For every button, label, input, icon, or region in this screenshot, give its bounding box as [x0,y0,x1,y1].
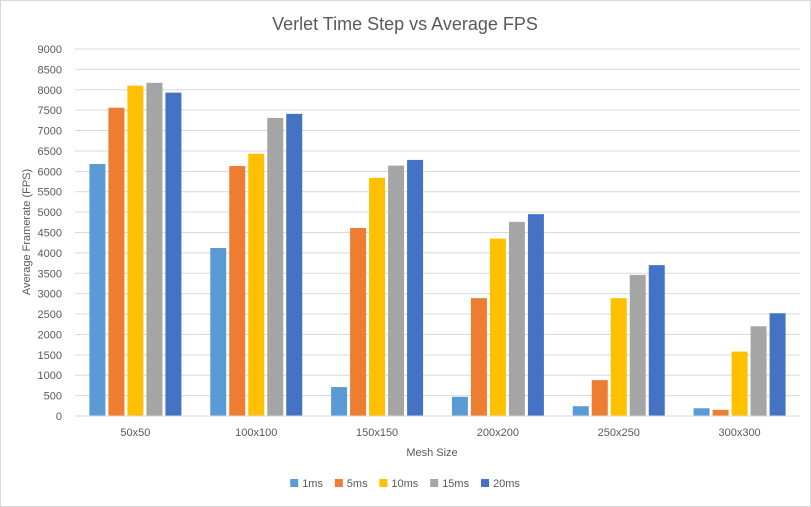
x-tick-label: 100x100 [235,427,277,439]
bar-20ms-50x50 [165,92,182,416]
x-tick-label: 50x50 [120,427,150,439]
bar-20ms-200x200 [527,214,544,416]
y-tick-label: 4500 [38,228,62,240]
y-tick-label: 8500 [38,64,62,76]
gridlines [75,48,800,397]
bar-5ms-50x50 [108,107,125,416]
bar-15ms-100x100 [267,117,284,417]
bar-15ms-50x50 [146,82,163,417]
legend-label-5ms: 5ms [347,478,368,490]
y-tick-label: 2500 [38,309,62,321]
bar-10ms-150x150 [369,177,386,416]
x-tick-label: 300x300 [718,427,760,439]
y-tick-label: 1500 [38,350,62,362]
y-tick-label: 6000 [38,166,62,178]
legend-label-15ms: 15ms [442,478,469,490]
x-tick-label: 250x250 [598,427,640,439]
bars [89,82,786,417]
y-tick-label: 3500 [38,268,62,280]
bar-15ms-150x150 [388,165,405,416]
legend-label-1ms: 1ms [302,478,323,490]
bar-1ms-50x50 [89,163,106,416]
y-tick-label: 9000 [38,44,62,56]
legend-label-20ms: 20ms [493,478,520,490]
legend-swatch-20ms [481,479,489,487]
bar-15ms-300x300 [750,326,767,416]
bar-20ms-150x150 [407,159,424,416]
legend-swatch-5ms [334,479,343,487]
bar-15ms-200x200 [508,221,525,416]
y-tick-label: 7000 [38,126,62,138]
bar-10ms-300x300 [731,351,748,416]
y-tick-label: 6500 [38,146,62,158]
legend: 1ms 5ms 10ms 15ms 20ms [290,478,520,490]
y-axis-ticks: 0 500 1000 1500 2000 2500 3000 3500 4000 4500 5000… [38,44,62,423]
x-axis-title: Mesh Size [406,447,457,459]
y-tick-label: 2000 [38,329,62,341]
x-axis-ticks: 50x50 100x100 150x150 200x200 250x250 300x300 [120,427,760,439]
x-tick-label: 200x200 [477,427,519,439]
bar-1ms-300x300 [693,408,710,416]
bar-5ms-100x100 [229,166,246,416]
bar-5ms-150x150 [350,228,367,416]
bar-15ms-250x250 [629,274,646,416]
bar-5ms-250x250 [591,380,608,416]
bar-5ms-300x300 [712,409,729,416]
legend-swatch-1ms [290,479,299,487]
legend-swatch-15ms [430,479,439,487]
bar-5ms-200x200 [470,298,487,416]
bar-1ms-200x200 [451,396,468,416]
x-tick-label: 150x150 [356,427,398,439]
bar-10ms-250x250 [610,298,627,416]
y-tick-label: 4000 [38,248,62,260]
y-tick-label: 500 [44,391,62,403]
y-tick-label: 7500 [38,105,62,117]
y-tick-label: 5000 [38,207,62,219]
y-tick-label: 1000 [38,370,62,382]
chart-title: Verlet Time Step vs Average FPS [272,14,538,34]
bar-10ms-100x100 [248,153,265,416]
bar-10ms-50x50 [127,85,144,416]
legend-swatch-10ms [379,479,388,487]
y-axis-title: Average Framerate (FPS) [21,169,33,295]
legend-label-10ms: 10ms [391,478,418,490]
y-tick-label: 0 [56,411,62,423]
bar-20ms-250x250 [648,265,665,416]
bar-20ms-300x300 [769,313,786,416]
bar-1ms-150x150 [331,387,348,416]
y-tick-label: 5500 [38,187,62,199]
bar-1ms-250x250 [572,406,589,416]
bar-20ms-100x100 [286,113,303,416]
bar-1ms-100x100 [210,247,227,416]
y-tick-label: 8000 [38,85,62,97]
y-tick-label: 3000 [38,289,62,301]
bar-10ms-200x200 [489,238,506,416]
